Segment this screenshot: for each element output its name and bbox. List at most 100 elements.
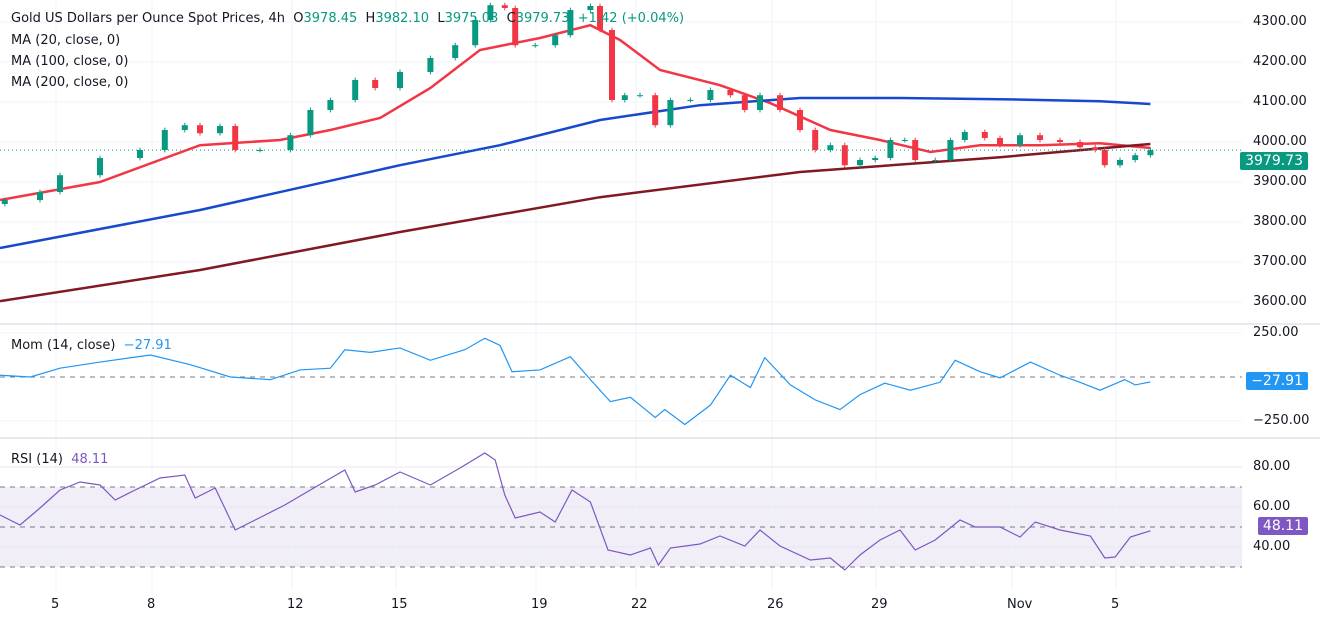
candle xyxy=(137,150,143,158)
ma100-legend[interactable]: MA (100, close, 0) xyxy=(11,54,129,69)
candle xyxy=(197,125,203,134)
time-axis-label: 5 xyxy=(1111,597,1120,612)
candle xyxy=(637,95,643,97)
candle xyxy=(307,110,314,136)
last-price-tag: 3979.73 xyxy=(1240,152,1308,170)
price-axis-label: 4300.00 xyxy=(1253,14,1307,29)
candle xyxy=(161,130,168,150)
candle xyxy=(1147,150,1154,156)
rsi-legend[interactable]: RSI (14) 48.11 xyxy=(11,452,108,467)
time-axis-label: 5 xyxy=(51,597,60,612)
mom-legend[interactable]: Mom (14, close) −27.91 xyxy=(11,338,172,353)
candle xyxy=(1101,150,1108,166)
candle xyxy=(827,145,834,150)
candle xyxy=(587,6,594,10)
price-axis-label: 3800.00 xyxy=(1253,214,1307,229)
candle xyxy=(609,30,615,100)
candle xyxy=(487,5,494,20)
candle xyxy=(901,140,908,141)
candle xyxy=(397,72,403,88)
candle xyxy=(452,45,459,58)
ma20-legend[interactable]: MA (20, close, 0) xyxy=(11,33,121,48)
symbol-title: Gold US Dollars per Ounce Spot Prices, 4… xyxy=(11,11,285,26)
candle xyxy=(97,158,103,176)
time-axis-label: 19 xyxy=(531,597,548,612)
candle xyxy=(741,95,748,110)
candle xyxy=(1037,135,1043,140)
candle xyxy=(997,138,1003,146)
time-axis-label: 8 xyxy=(147,597,156,612)
candle xyxy=(1117,160,1123,166)
candle xyxy=(777,95,783,110)
time-axis-label: Nov xyxy=(1007,597,1033,612)
candle xyxy=(1092,147,1099,150)
candle xyxy=(872,158,879,160)
candle xyxy=(327,100,334,110)
time-axis-label: 29 xyxy=(871,597,888,612)
candle xyxy=(1,200,8,204)
candle xyxy=(621,95,628,100)
rsi-last-tag: 48.11 xyxy=(1257,517,1308,535)
candle xyxy=(552,35,559,46)
open-label: O xyxy=(293,11,304,26)
candle xyxy=(947,140,954,160)
candle xyxy=(597,6,603,30)
candle xyxy=(37,192,43,200)
time-axis-label: 12 xyxy=(287,597,304,612)
high-label: H xyxy=(365,11,376,26)
candle xyxy=(887,140,894,158)
price-axis-label: 3600.00 xyxy=(1253,294,1307,309)
high-value: 3982.10 xyxy=(375,11,430,26)
candle xyxy=(757,95,763,110)
change-value: +1.42 (+0.04%) xyxy=(577,11,685,26)
close-label: C xyxy=(506,11,516,26)
rsi-title: RSI (14) xyxy=(11,452,63,467)
candle xyxy=(961,132,968,140)
rsi-axis-label: 80.00 xyxy=(1253,459,1291,474)
candle xyxy=(1132,155,1139,160)
mom-axis-label: −250.00 xyxy=(1253,413,1310,428)
candle xyxy=(1077,142,1083,148)
candle xyxy=(652,95,659,126)
candle xyxy=(512,8,519,46)
candle xyxy=(812,130,819,150)
candle xyxy=(1017,135,1023,146)
candle xyxy=(57,175,63,192)
mom-value: −27.91 xyxy=(123,338,172,353)
ma100-line xyxy=(0,96,1151,250)
time-axis-label: 15 xyxy=(391,597,408,612)
candle xyxy=(687,100,694,101)
candle xyxy=(707,90,714,100)
candle xyxy=(1057,140,1063,142)
candle xyxy=(727,90,734,96)
time-axis-label: 26 xyxy=(767,597,784,612)
candle xyxy=(232,126,239,150)
candle xyxy=(797,110,803,130)
candle xyxy=(372,80,379,88)
candle xyxy=(501,5,508,8)
rsi-line xyxy=(0,452,1151,571)
low-value: 3975.03 xyxy=(444,11,499,26)
ma200-line xyxy=(0,142,1151,303)
ma200-legend[interactable]: MA (200, close, 0) xyxy=(11,75,129,90)
candle xyxy=(352,80,359,100)
price-axis-label: 4100.00 xyxy=(1253,94,1307,109)
candle xyxy=(217,126,223,134)
price-axis-label: 3700.00 xyxy=(1253,254,1307,269)
close-value: 3979.73 xyxy=(515,11,570,26)
mom-title: Mom (14, close) xyxy=(11,338,116,353)
price-axis-label: 4000.00 xyxy=(1253,134,1307,149)
low-label: L xyxy=(437,11,445,26)
rsi-value: 48.11 xyxy=(71,452,109,467)
candle xyxy=(912,140,919,160)
candle xyxy=(567,10,574,36)
candle xyxy=(287,135,294,150)
candle xyxy=(181,125,188,130)
ma20-line xyxy=(0,23,1151,202)
candle xyxy=(667,100,674,126)
time-axis-label: 22 xyxy=(631,597,648,612)
price-axis-label: 3900.00 xyxy=(1253,174,1307,189)
candle xyxy=(427,58,434,72)
candle xyxy=(857,160,863,166)
